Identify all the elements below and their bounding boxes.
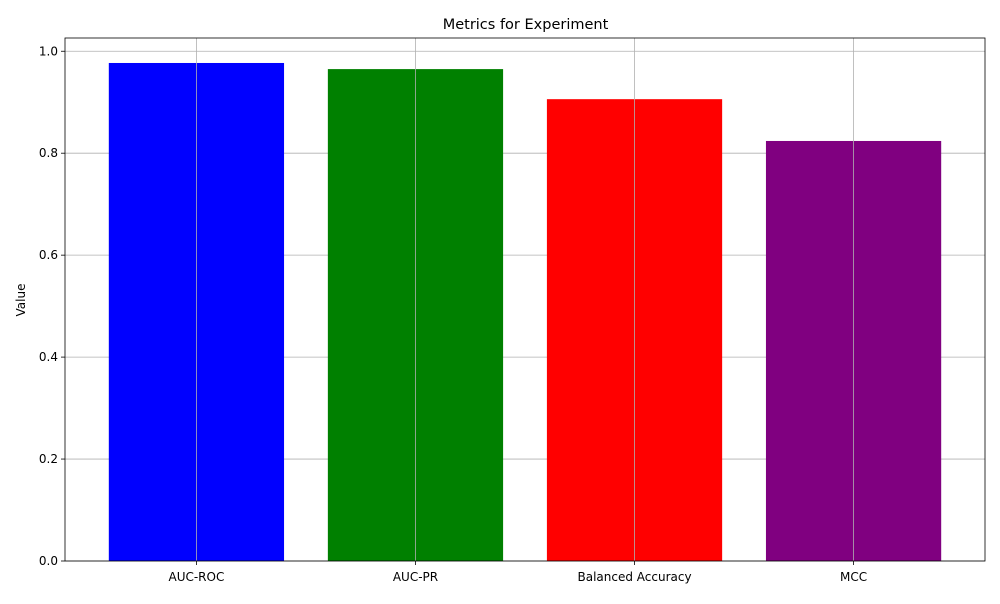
y-axis-title: Value [14,284,28,317]
axes-layer [64,37,986,562]
x-tick-label: AUC-ROC [168,570,224,584]
x-tick-label: Balanced Accuracy [577,570,691,584]
y-tick-label: 0.8 [39,146,58,160]
chart-title: Metrics for Experiment [443,17,609,33]
y-tick-label: 1.0 [39,44,58,58]
ticks-layer: 0.0 0.2 0.4 0.6 0.8 1.0 AUC-ROC AUC-PR Balanced … [39,44,867,584]
x-tick-label: MCC [840,570,867,584]
plot-frame [64,37,986,562]
vertical-grid-layer [196,38,854,561]
y-tick-label: 0.0 [39,554,58,568]
y-tick-label: 0.4 [39,350,58,364]
y-tick-label: 0.6 [39,248,58,262]
x-tick-label: AUC-PR [393,570,438,584]
y-tick-label: 0.2 [39,452,58,466]
